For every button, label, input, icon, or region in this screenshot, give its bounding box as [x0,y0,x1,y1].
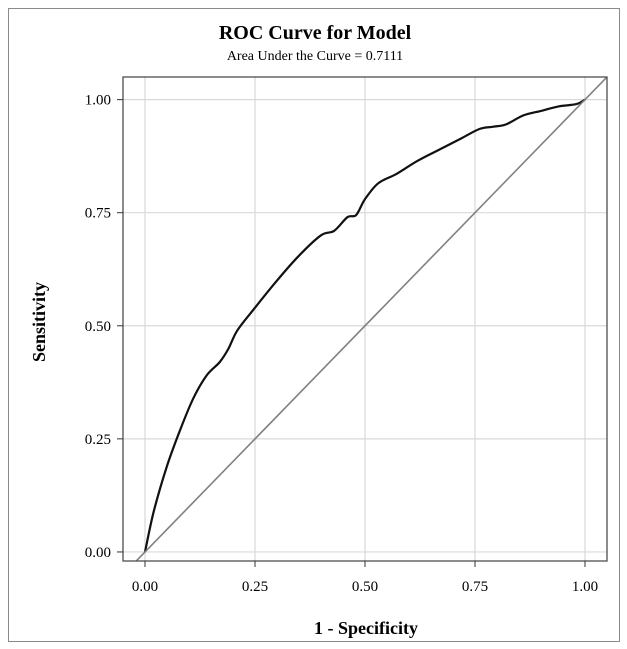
chart-subtitle: Area Under the Curve = 0.7111 [227,49,403,64]
ticks: 0.00 0.25 0.50 0.75 1.00 0.00 0.25 0.50 0.75 1.00 [85,93,598,595]
chart-frame: ROC Curve for Model Area Under the Curve… [8,8,620,642]
chart-title: ROC Curve for Model [219,22,412,44]
roc-curve-line [143,98,586,553]
y-tick-label: 0.75 [85,206,111,222]
x-axis-label: 1 - Specificity [314,618,418,638]
roc-chart: ROC Curve for Model Area Under the Curve… [29,22,608,638]
grid [123,77,607,561]
y-tick-label: 0.25 [85,432,111,448]
y-axis-label: Sensitivity [29,282,49,362]
y-tick-label: 0.00 [85,545,111,561]
series-layer [135,77,607,561]
y-tick-label: 1.00 [85,93,111,109]
x-tick-label: 0.25 [242,579,268,595]
x-tick-label: 0.50 [352,579,378,595]
x-tick-label: 0.00 [132,579,158,595]
x-tick-label: 1.00 [572,579,598,595]
x-tick-label: 0.75 [462,579,488,595]
y-tick-label: 0.50 [85,319,111,335]
reference-diagonal-line [135,77,607,561]
